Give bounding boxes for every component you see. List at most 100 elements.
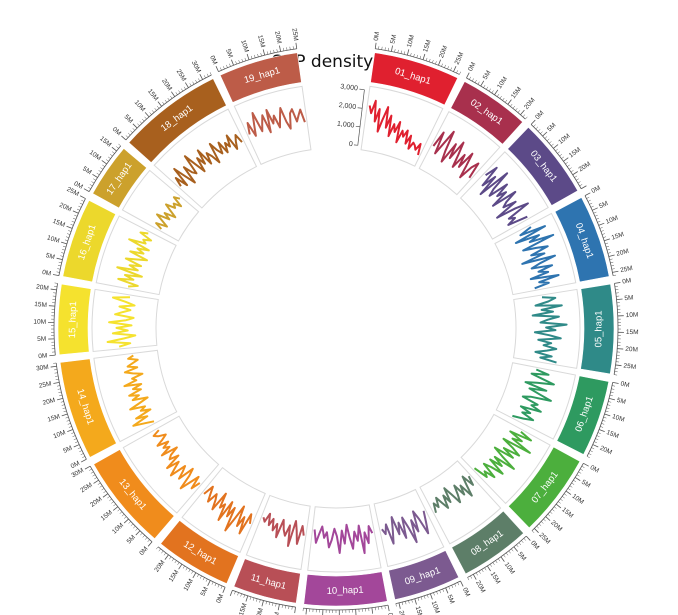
minor-tick	[243, 594, 245, 598]
tick-label-12_hap1: 10M	[183, 578, 195, 592]
major-tick	[135, 530, 141, 536]
major-tick	[374, 42, 377, 49]
minor-tick	[499, 95, 502, 99]
minor-tick	[602, 420, 606, 422]
major-tick	[466, 72, 470, 79]
tick-label-03_hap1: 10M	[557, 133, 571, 146]
minor-tick	[116, 146, 119, 149]
tick-label-01_hap1: 5M	[390, 34, 399, 44]
minor-tick	[154, 108, 157, 111]
density-line-17_hap1	[155, 196, 183, 230]
minor-tick	[71, 432, 75, 434]
minor-tick	[223, 66, 225, 70]
minor-tick	[211, 581, 214, 585]
density-axis: 0 1,000 2,000 3,000	[337, 83, 365, 148]
major-tick	[598, 429, 605, 433]
minor-tick	[400, 50, 402, 54]
major-tick	[199, 74, 204, 80]
minor-tick	[147, 539, 150, 543]
major-tick	[72, 210, 79, 214]
major-tick	[56, 257, 63, 261]
minor-tick	[214, 583, 217, 587]
minor-tick	[596, 217, 600, 220]
minor-tick	[560, 498, 563, 501]
minor-tick	[151, 110, 155, 113]
minor-tick	[599, 227, 603, 229]
minor-tick	[249, 596, 252, 600]
major-tick	[513, 546, 518, 552]
minor-tick	[557, 151, 561, 154]
major-tick	[207, 580, 211, 586]
tick-label-01_hap1: 0M	[373, 31, 381, 41]
major-tick	[615, 364, 622, 367]
tick-label-03_hap1: 0M	[534, 110, 545, 121]
track-cell-17_hap1	[121, 169, 200, 242]
minor-tick	[611, 388, 615, 390]
track-cell-01_hap1	[360, 85, 444, 167]
minor-tick	[238, 60, 240, 64]
minor-tick	[606, 245, 610, 248]
minor-tick	[250, 55, 253, 59]
minor-tick	[206, 73, 209, 77]
minor-tick	[62, 249, 66, 251]
minor-tick	[57, 268, 61, 270]
major-tick	[53, 381, 60, 384]
major-tick	[178, 563, 183, 570]
minor-tick	[401, 602, 404, 606]
minor-tick	[82, 456, 86, 458]
minor-tick	[123, 516, 127, 519]
minor-tick	[65, 236, 69, 238]
minor-tick	[109, 498, 112, 501]
major-tick	[430, 593, 433, 600]
minor-tick	[423, 595, 426, 599]
minor-tick	[540, 131, 543, 134]
minor-tick	[600, 426, 604, 428]
tick-label-07_hap1: 20M	[549, 519, 563, 533]
minor-tick	[471, 78, 474, 82]
minor-tick	[497, 94, 500, 97]
tick-label-02_hap1: 5M	[482, 70, 493, 81]
minor-tick	[272, 602, 274, 606]
tick-label-07_hap1: 10M	[571, 493, 585, 506]
track-background	[91, 85, 581, 573]
minor-tick	[107, 156, 111, 159]
minor-tick	[55, 378, 59, 380]
minor-tick	[610, 261, 614, 264]
minor-tick	[185, 567, 188, 571]
minor-tick	[427, 594, 429, 598]
chr-band-11_hap1	[233, 558, 301, 604]
minor-tick	[559, 154, 563, 157]
minor-tick	[597, 432, 601, 434]
tick-label-13_hap1: 0M	[138, 546, 149, 557]
minor-tick	[511, 548, 514, 552]
minor-tick	[97, 482, 101, 485]
minor-tick	[67, 423, 71, 425]
major-tick	[57, 397, 64, 401]
snp-density-lines	[106, 99, 568, 555]
tick-label-14_hap1: 0M	[70, 460, 81, 470]
major-tick	[530, 119, 536, 125]
minor-tick	[161, 550, 164, 554]
tick-label-01_hap1: 15M	[422, 39, 433, 53]
tick-label-05_hap1: 25M	[623, 362, 636, 371]
tick-baseline-13_hap1	[89, 465, 153, 543]
minor-tick	[568, 167, 572, 170]
minor-tick	[576, 474, 580, 477]
minor-tick	[81, 199, 85, 202]
minor-tick	[607, 404, 611, 406]
minor-tick	[561, 156, 565, 159]
minor-tick	[275, 603, 277, 607]
major-tick	[50, 288, 57, 291]
density-axis-tick	[357, 107, 363, 109]
minor-tick	[141, 118, 145, 122]
minor-tick	[570, 170, 574, 173]
minor-tick	[137, 123, 140, 126]
density-line-15_hap1	[106, 296, 137, 348]
major-tick	[123, 518, 129, 524]
minor-tick	[68, 230, 72, 232]
minor-tick	[551, 143, 554, 147]
minor-tick	[100, 167, 104, 170]
tick-label-03_hap1: 5M	[546, 122, 557, 133]
chr-band-16_hap1	[62, 199, 117, 283]
